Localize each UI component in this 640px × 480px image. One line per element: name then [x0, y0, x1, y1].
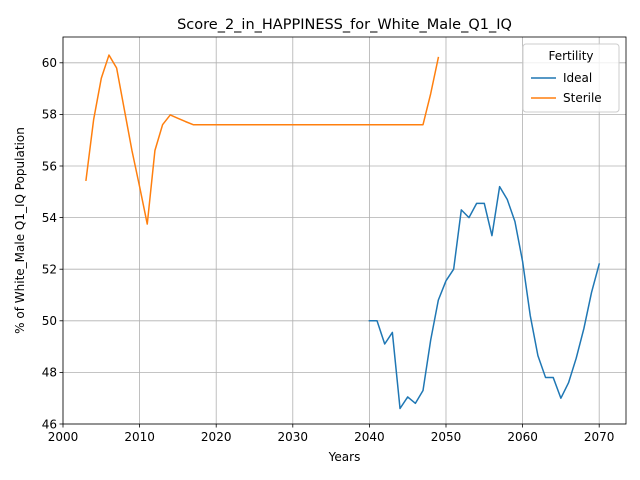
- x-tick-label: 2040: [354, 430, 385, 444]
- x-tick-label: 2060: [507, 430, 538, 444]
- x-axis-label: Years: [328, 450, 361, 464]
- x-tick-label: 2020: [201, 430, 232, 444]
- y-tick-label: 52: [42, 263, 57, 277]
- series-line-ideal: [368, 185, 601, 410]
- y-tick-label: 58: [42, 108, 57, 122]
- x-tick-label: 2030: [278, 430, 309, 444]
- legend-label-sterile: Sterile: [563, 91, 602, 105]
- legend: Fertility Ideal Sterile: [522, 43, 620, 113]
- y-tick-label: 50: [42, 314, 57, 328]
- x-tick-label: 2000: [48, 430, 79, 444]
- legend-label-ideal: Ideal: [563, 71, 592, 85]
- plot-lines: [85, 54, 601, 410]
- x-tick-label: 2070: [584, 430, 615, 444]
- legend-entries: Ideal Sterile: [531, 71, 602, 105]
- x-tick-label: 2010: [124, 430, 155, 444]
- legend-box: [522, 43, 620, 113]
- y-tick-label: 54: [42, 211, 57, 225]
- y-tick-label: 60: [42, 56, 57, 70]
- legend-title: Fertility: [548, 49, 593, 63]
- y-tick-label: 56: [42, 159, 57, 173]
- y-tick-label: 48: [42, 366, 57, 380]
- y-axis-ticks: 46 48 50 52 54 56 58 60: [42, 56, 63, 431]
- chart-title: Score_2_in_HAPPINESS_for_White_Male_Q1_I…: [177, 17, 512, 33]
- series-line-sterile: [85, 54, 440, 225]
- x-tick-label: 2050: [431, 430, 462, 444]
- y-axis-label: % of White_Male Q1_IQ Population: [13, 127, 27, 334]
- y-tick-label: 46: [42, 417, 57, 431]
- x-axis-ticks: 2000 2010 2020 2030 2040 2050 2060 2070: [48, 424, 615, 444]
- plot-frame: [62, 36, 627, 425]
